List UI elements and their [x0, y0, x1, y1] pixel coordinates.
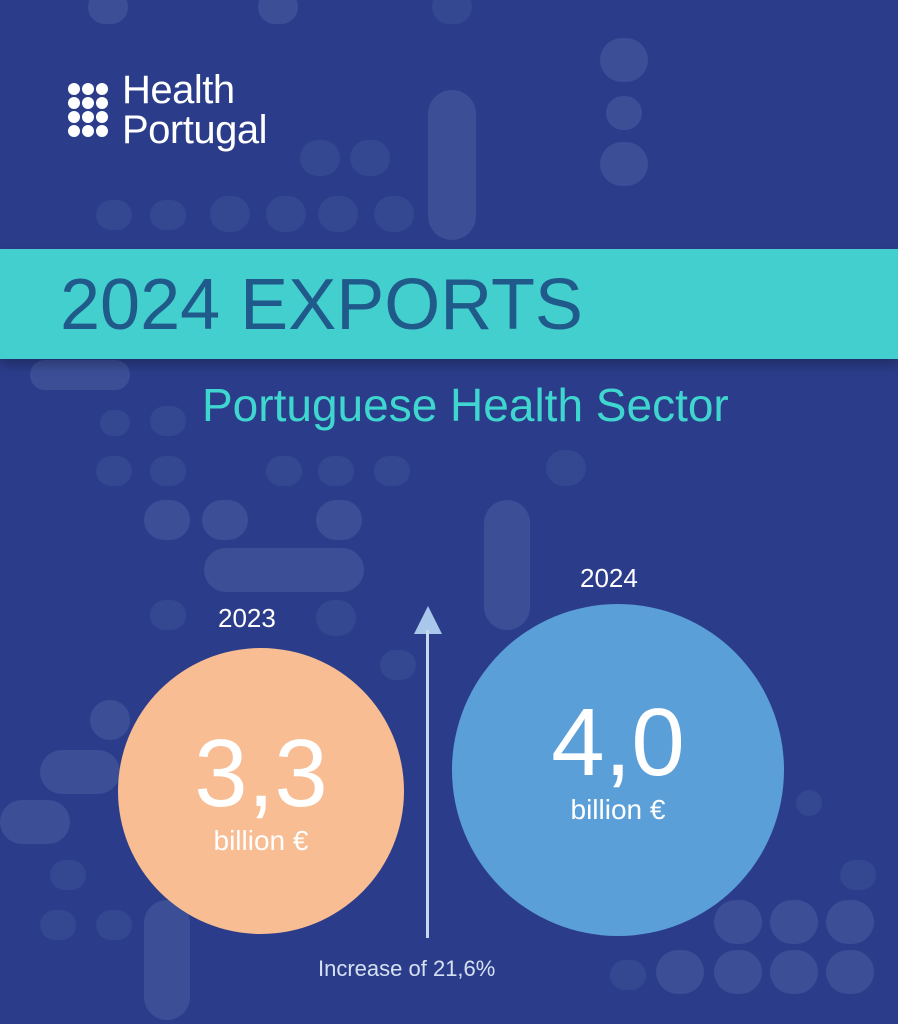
- decor-dot: [350, 140, 390, 176]
- decor-dot: [300, 140, 340, 176]
- decor-dot: [610, 960, 646, 990]
- value-circle-2023: 3,3 billion €: [118, 648, 404, 934]
- title-banner: 2024 EXPORTS: [0, 249, 898, 359]
- unit-2023: billion €: [213, 825, 309, 856]
- value-2024: 4,0: [551, 689, 685, 796]
- logo-line-1: Health: [122, 68, 235, 112]
- decor-pill: [204, 548, 364, 592]
- decor-dot: [600, 38, 648, 82]
- decor-dot: [546, 450, 586, 486]
- decor-dot: [656, 950, 704, 994]
- decor-dot: [840, 860, 876, 890]
- decor-dot: [770, 950, 818, 994]
- decor-dot: [826, 900, 874, 944]
- decor-dot: [96, 200, 132, 230]
- decor-dot: [770, 900, 818, 944]
- decor-dot: [150, 406, 186, 436]
- logo-wordmark: Health Portugal: [122, 70, 267, 150]
- decor-dot: [40, 910, 76, 940]
- year-label-2023: 2023: [218, 603, 276, 633]
- logo-dots-icon: [68, 83, 108, 137]
- health-portugal-logo: Health Portugal: [68, 70, 267, 150]
- decor-dot: [150, 456, 186, 486]
- decor-dot: [600, 142, 648, 186]
- year-label-2024: 2024: [580, 563, 638, 593]
- decor-dot: [316, 600, 356, 636]
- decor-dot: [714, 900, 762, 944]
- value-2023: 3,3: [194, 720, 328, 827]
- decor-dot: [100, 410, 130, 436]
- decor-pill: [0, 800, 70, 844]
- decor-dot: [144, 500, 190, 540]
- decor-dot: [96, 456, 132, 486]
- decor-dot: [380, 650, 416, 680]
- unit-2024: billion €: [570, 794, 666, 825]
- decor-dot: [258, 0, 298, 24]
- logo-line-2: Portugal: [122, 108, 267, 152]
- decor-pill: [40, 750, 120, 794]
- decor-dot: [826, 950, 874, 994]
- decor-dot: [90, 700, 130, 740]
- decor-dot: [150, 600, 186, 630]
- decor-dot: [88, 0, 128, 24]
- page-title: 2024 EXPORTS: [60, 265, 583, 345]
- arrow-line: [426, 630, 429, 938]
- decor-dot: [202, 500, 248, 540]
- decor-pill: [30, 360, 130, 390]
- decor-dot: [96, 910, 132, 940]
- decor-dot: [266, 456, 302, 486]
- decor-pill: [484, 500, 530, 630]
- decor-dot: [318, 456, 354, 486]
- decor-dot: [210, 196, 250, 232]
- decor-dot: [266, 196, 306, 232]
- decor-dot: [318, 196, 358, 232]
- increase-label: Increase of 21,6%: [318, 956, 496, 981]
- page-subtitle: Portuguese Health Sector: [202, 379, 729, 431]
- decor-dot: [150, 200, 186, 230]
- decor-dot: [316, 500, 362, 540]
- value-circle-2024: 4,0 billion €: [452, 604, 784, 936]
- decor-dot: [50, 860, 86, 890]
- decor-pill: [144, 900, 190, 1020]
- decor-dot: [374, 456, 410, 486]
- decor-pill: [428, 90, 476, 240]
- decor-dot: [606, 96, 642, 130]
- arrow-up-icon: [414, 606, 442, 634]
- decor-dot: [796, 790, 822, 816]
- decor-dot: [374, 196, 414, 232]
- decor-dot: [432, 0, 472, 24]
- decor-dot: [714, 950, 762, 994]
